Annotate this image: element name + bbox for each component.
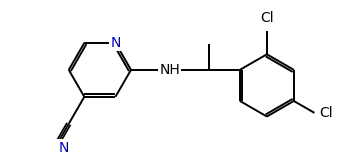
Text: Cl: Cl <box>320 106 333 120</box>
Text: N: N <box>110 36 120 50</box>
Text: N: N <box>58 141 68 152</box>
Text: NH: NH <box>159 63 180 77</box>
Text: Cl: Cl <box>260 11 274 25</box>
